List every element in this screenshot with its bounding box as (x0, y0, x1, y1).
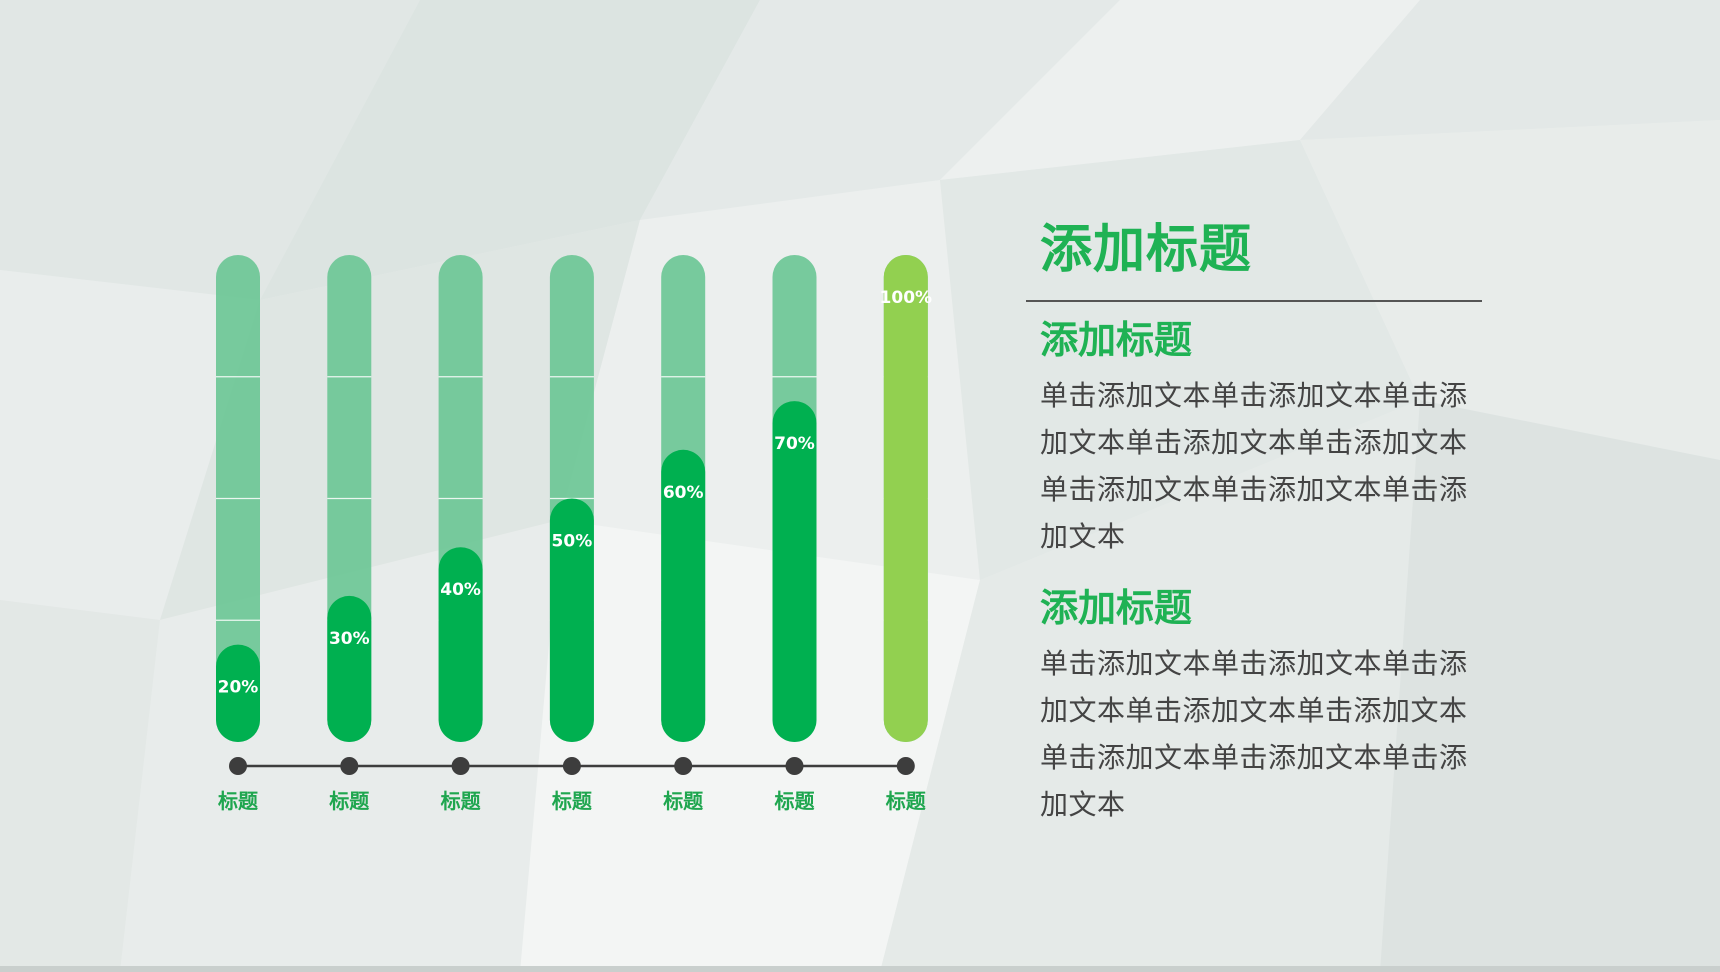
axis-dot (229, 757, 247, 775)
x-tick-label: 标题 (663, 789, 704, 813)
x-tick-label: 标题 (218, 789, 259, 813)
bar-value-label: 50% (552, 532, 593, 552)
x-tick-label: 标题 (775, 789, 816, 813)
section-1-body: 单击添加文本单击添加文本单击添加文本单击添加文本单击添加文本单击添加文本单击添加… (1040, 379, 1468, 553)
bar (438, 547, 483, 742)
bar-value-label: 60% (663, 483, 704, 503)
bar (661, 449, 706, 742)
x-tick-label: 标题 (329, 789, 370, 813)
axis-dot (562, 757, 581, 775)
bar-value-label: 40% (440, 580, 481, 600)
bar (772, 401, 817, 742)
axis-dot (674, 757, 693, 775)
x-tick-label: 标题 (886, 789, 927, 813)
bar-value-label: 70% (774, 434, 815, 454)
bar-value-label: 100% (880, 288, 933, 308)
section-1-heading: 添加标题 (1040, 318, 1193, 362)
bar-value-label: 20% (218, 678, 259, 698)
section-2-heading: 添加标题 (1040, 586, 1193, 630)
bar (327, 595, 372, 742)
x-tick-label: 标题 (552, 789, 593, 813)
axis-dot (785, 757, 804, 775)
bar (883, 255, 928, 742)
axis-dot (896, 757, 915, 775)
page-title: 添加标题 (1040, 220, 1253, 280)
bar (216, 644, 260, 742)
axis-dot (340, 757, 359, 775)
bar-value-label: 30% (329, 629, 370, 649)
title-divider (1026, 300, 1482, 302)
bottom-bar (0, 966, 1720, 972)
bar (549, 498, 594, 742)
section-2-body: 单击添加文本单击添加文本单击添加文本单击添加文本单击添加文本单击添加文本单击添加… (1040, 647, 1468, 821)
x-tick-label: 标题 (441, 789, 482, 813)
axis-dot (451, 757, 470, 775)
